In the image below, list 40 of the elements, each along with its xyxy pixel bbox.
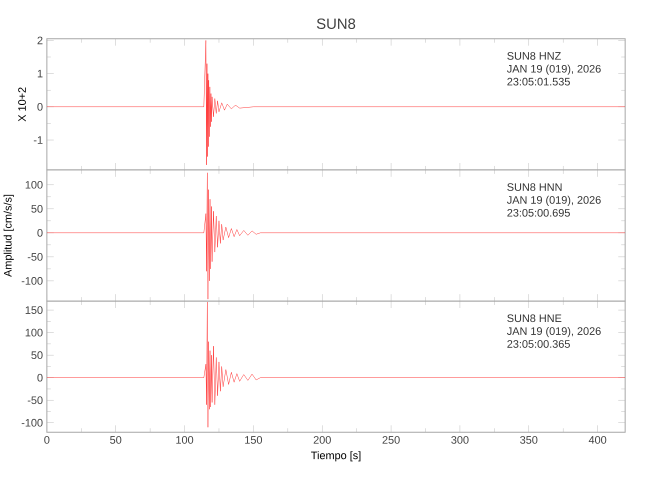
x-tick-label: 100 — [176, 436, 194, 444]
annotation: SUN8 HNN — [507, 183, 562, 192]
line-series — [46, 172, 626, 300]
annotation: 23:05:00.365 — [507, 340, 570, 348]
x-tick-label: 300 — [451, 436, 469, 444]
line-series — [46, 40, 626, 166]
y-tick-label: 100 — [26, 181, 43, 189]
x-tick-label: 150 — [245, 436, 262, 444]
x-tick-label: 50 — [110, 436, 122, 444]
x-axis-title: Tiempo [s] — [311, 451, 360, 462]
annotation: JAN 19 (019), 2026 — [506, 64, 601, 75]
y-tick-label: -50 — [28, 253, 43, 261]
y-tick-label: 1 — [38, 70, 43, 78]
line-series — [46, 302, 626, 428]
x-tick-label: 200 — [314, 436, 331, 444]
y-tick-label: 2 — [38, 36, 42, 44]
y-tick-label: 50 — [31, 205, 43, 213]
y-tick-label: 0 — [37, 229, 43, 237]
annotation: SUN8 HNE — [507, 314, 562, 322]
y-axis-title: Amplitud [cm/s/s] — [4, 194, 14, 278]
y-tick-label: 0 — [37, 374, 43, 382]
y-tick-label: 100 — [26, 328, 43, 337]
y-tick-label: 50 — [31, 351, 43, 360]
x-tick-label: 400 — [588, 436, 606, 444]
annotation: JAN 19 (019), 2026 — [506, 327, 601, 338]
chart-title: SUN8 — [316, 18, 356, 30]
annotation: JAN 19 (019), 2026 — [506, 196, 601, 206]
x-tick-label: 0 — [44, 436, 50, 444]
x-tick-label: 350 — [520, 436, 538, 444]
y-axis-title: X 10+2 — [18, 88, 26, 122]
y-tick-label: 150 — [26, 306, 43, 314]
x-tick-label: 250 — [382, 436, 400, 444]
annotation: 23:05:01.535 — [507, 78, 570, 86]
y-tick-label: -50 — [28, 396, 43, 404]
y-tick-label: -100 — [22, 419, 43, 427]
annotation: SUN8 HNZ — [507, 52, 561, 60]
y-tick-label: -1 — [34, 136, 43, 144]
annotation: 23:05:00.695 — [507, 209, 570, 217]
y-tick-label: 0 — [37, 103, 43, 111]
y-tick-label: -100 — [22, 277, 43, 285]
